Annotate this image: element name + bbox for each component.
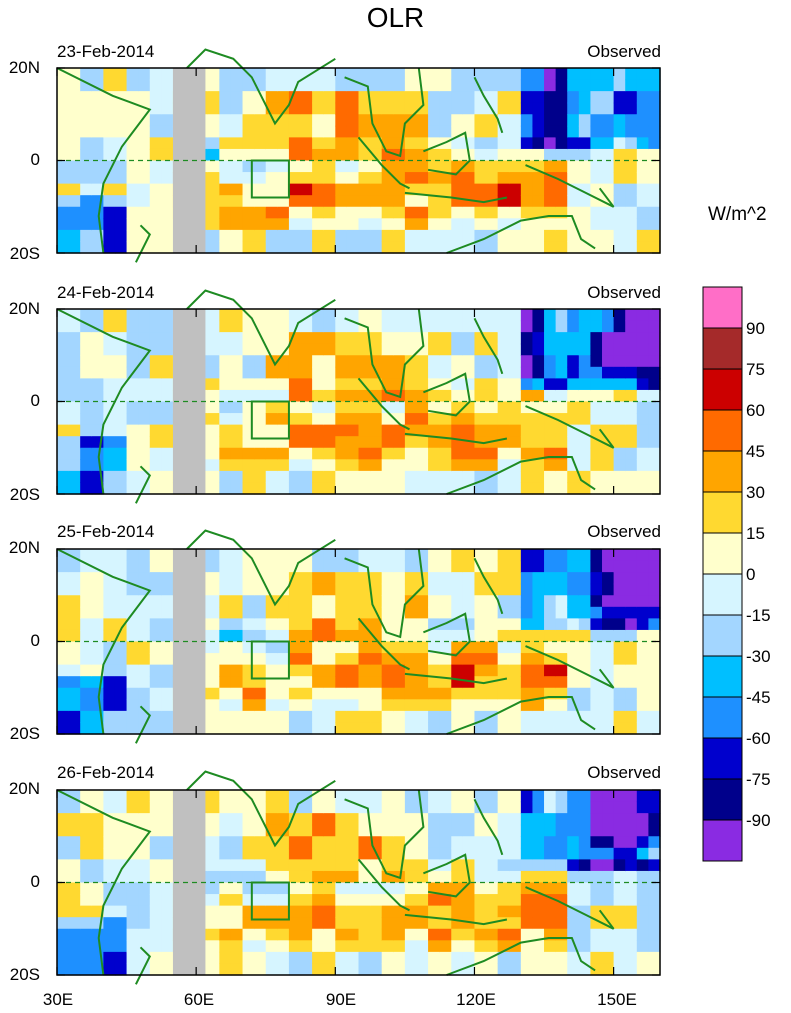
coastline [423,131,471,176]
lon-label-90e: 90E [325,990,357,1009]
lon-label-30e: 30E [42,990,74,1009]
colorbar-swatch-12 [702,778,743,821]
panel-2-source: Observed [587,283,661,302]
coastline [446,215,596,254]
coastline [525,164,615,208]
coastline [186,529,336,607]
coastline [423,853,471,898]
panel-2-lat-20s: 20S [9,485,40,504]
coastline [56,308,152,495]
coastline [473,317,504,375]
coastline [357,858,410,912]
lon-label-120e: 120E [456,990,496,1009]
colorbar-label-neg90: -90 [746,811,771,830]
colorbar-label-neg15: -15 [746,606,771,625]
colorbar-swatch-1 [702,327,743,370]
panel-3-lat-20n: 20N [8,538,40,557]
colorbar-swatch-13 [702,819,743,862]
map-title: OLR [366,2,425,33]
panel-4-lat-20s: 20S [9,965,40,984]
region-box [250,159,290,199]
panel-4-lat-0: 0 [30,872,40,891]
coastline [446,937,596,976]
colorbar-label-neg75: -75 [746,770,771,789]
panel-1-lat-20n: 20N [8,58,40,77]
colorbar-swatch-2 [702,368,743,411]
colorbar-swatch-8 [702,614,743,657]
panel-4-source: Observed [587,763,661,782]
panel-4-lat-20n: 20N [8,779,40,798]
coastline [525,886,615,930]
colorbar-label-90: 90 [746,319,765,338]
colorbar-label-60: 60 [746,401,765,420]
colorbar-label-45: 45 [746,442,765,461]
coastline [446,456,596,495]
panel-2-lat-20n: 20N [8,299,40,318]
coastline [344,789,425,880]
coastline [473,557,504,615]
coastline [357,377,410,431]
panel-2-lat-0: 0 [30,391,40,410]
region-box [250,640,290,680]
panel-1-source: Observed [587,42,661,61]
coastline [344,308,425,399]
coastline [186,289,336,367]
panel-1-lat-0: 0 [30,150,40,169]
coastline [423,372,471,417]
coastline [56,67,152,254]
region-box [250,400,290,440]
colorbar-swatch-0 [702,286,743,329]
region-box [250,881,290,921]
colorbar-swatch-3 [702,409,743,452]
coastline [56,548,152,735]
coastline [525,405,615,449]
coastline [404,191,508,204]
coastline [473,76,504,134]
colorbar-label-neg60: -60 [746,729,771,748]
panel-3-source: Observed [587,522,661,541]
colorbar-label-30: 30 [746,483,765,502]
coastline [525,645,615,689]
coastline [446,696,596,735]
lon-label-150e: 150E [597,990,637,1009]
coastline [404,672,508,685]
coastline [344,67,425,158]
panel-3-lat-20s: 20S [9,724,40,743]
panel-2-date: 24-Feb-2014 [57,283,155,302]
colorbar-units: W/m^2 [708,204,767,225]
panel-4-date: 26-Feb-2014 [57,763,155,782]
panel-1-lat-20s: 20S [9,244,40,263]
colorbar-label-15: 15 [746,524,765,543]
colorbar-swatch-9 [702,655,743,698]
coastline [357,136,410,190]
coastline [344,548,425,639]
colorbar-swatch-10 [702,696,743,739]
panel-3-date: 25-Feb-2014 [57,522,155,541]
colorbar-swatch-6 [702,532,743,575]
coastline [404,432,508,445]
coastline [357,617,410,671]
colorbar-label-0: 0 [746,565,756,584]
colorbar-swatch-11 [702,737,743,780]
lon-label-60e: 60E [183,990,215,1009]
coastline [404,913,508,926]
colorbar-swatch-4 [702,450,743,493]
panel-1-date: 23-Feb-2014 [57,42,155,61]
panel-3-lat-0: 0 [30,631,40,650]
coastline [186,770,336,848]
coastline [423,612,471,657]
colorbar-label-neg45: -45 [746,688,771,707]
colorbar-swatch-7 [702,573,743,616]
colorbar-swatch-5 [702,491,743,534]
coastline [473,798,504,856]
coastline [56,789,152,976]
coastline [186,48,336,126]
colorbar-label-neg30: -30 [746,647,771,666]
colorbar-label-75: 75 [746,360,765,379]
